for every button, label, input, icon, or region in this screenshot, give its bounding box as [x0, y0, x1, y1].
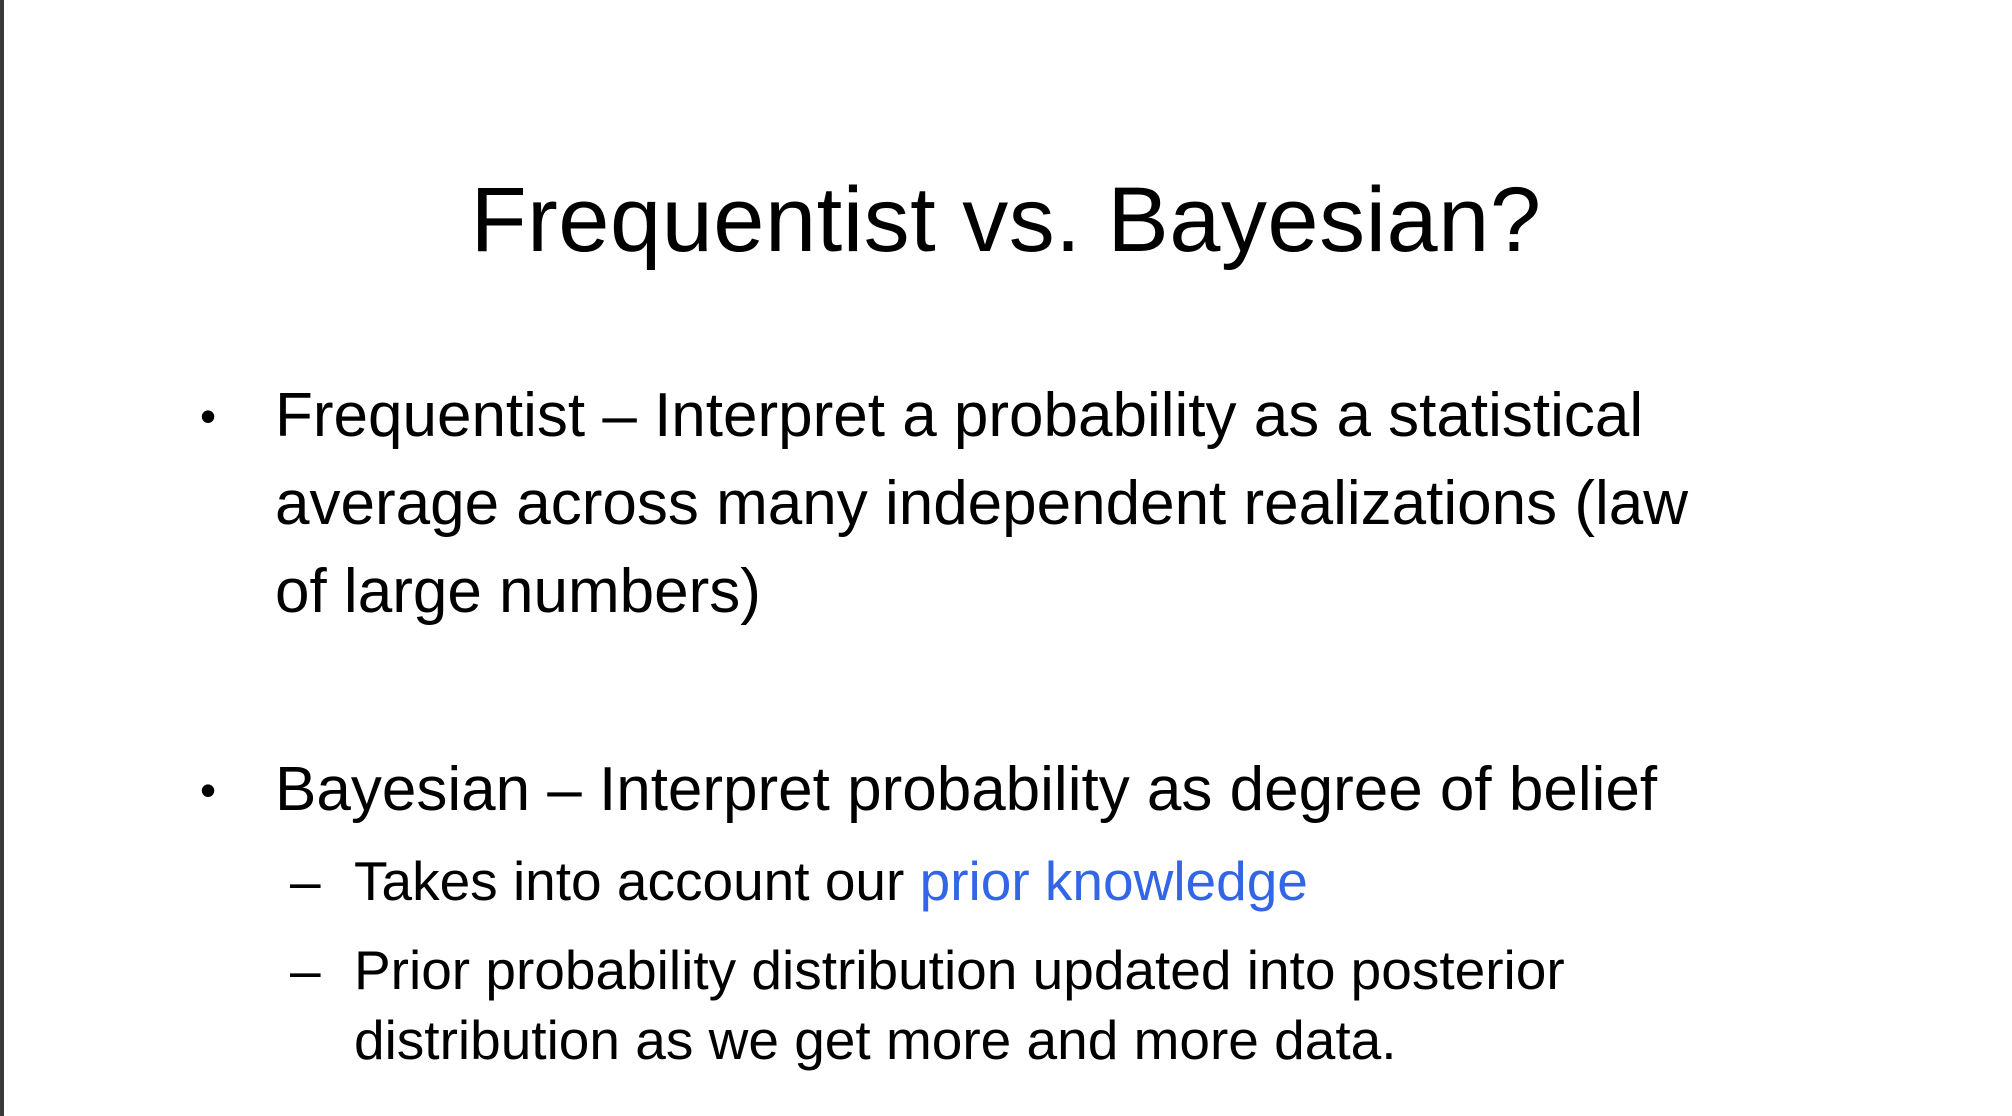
bullet-marker: •: [200, 764, 217, 816]
sub-bullet-text: Prior probability distribution updated i…: [354, 935, 1994, 1075]
bullet-text: Bayesian – Interpret probability as degr…: [275, 746, 1995, 834]
sub-bullet-marker: –: [290, 850, 321, 912]
slide-title: Frequentist vs. Bayesian?: [470, 169, 1542, 271]
bullet-line: average across many independent realizat…: [275, 469, 1689, 538]
sub-bullet-line: Prior probability distribution updated i…: [354, 939, 1565, 1001]
bullet-line: of large numbers): [275, 557, 761, 626]
sub-bullet-marker: –: [290, 939, 321, 1001]
bullet-marker: •: [200, 390, 217, 442]
sub-bullet-line: distribution as we get more and more dat…: [354, 1009, 1397, 1071]
prior-knowledge-link[interactable]: prior knowledge: [919, 850, 1308, 912]
sub-bullet-text-before: Takes into account our: [354, 850, 920, 912]
bullet-line: Bayesian – Interpret probability as degr…: [275, 755, 1658, 824]
bullet-line: Frequentist – Interpret a probability as…: [275, 381, 1644, 450]
bullet-text: Frequentist – Interpret a probability as…: [275, 372, 1995, 636]
window-left-border: [0, 0, 4, 1116]
sub-bullet-text: Takes into account our prior knowledge: [354, 846, 1994, 916]
